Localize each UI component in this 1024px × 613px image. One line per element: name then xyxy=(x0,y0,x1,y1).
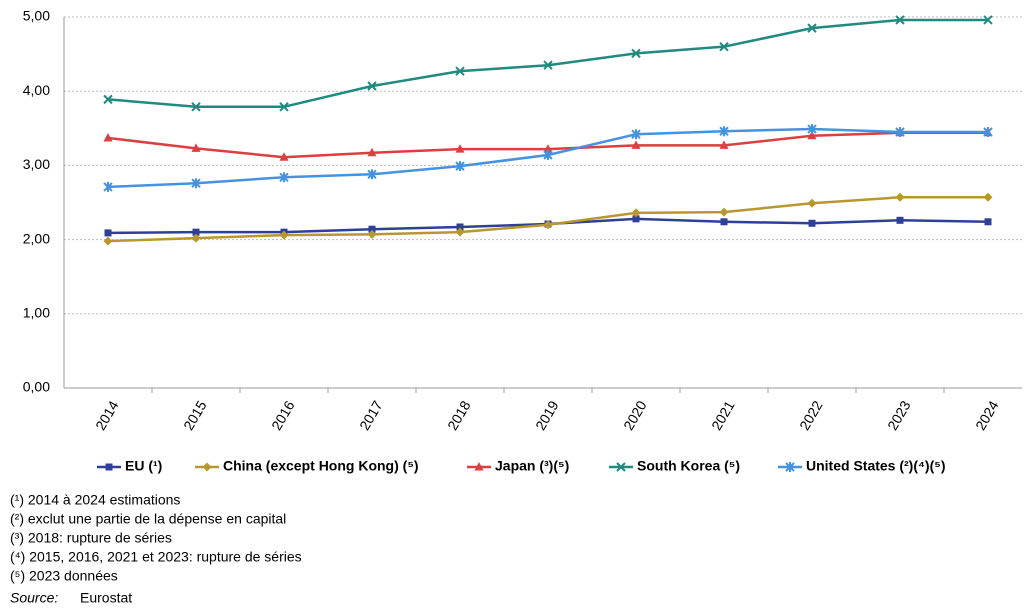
marker xyxy=(895,192,905,202)
marker xyxy=(543,144,553,153)
legend-label: China (except Hong Kong) (⁵) xyxy=(223,458,419,474)
footnote: (¹) 2014 à 2024 estimations xyxy=(10,492,180,508)
marker xyxy=(191,178,201,189)
marker xyxy=(103,132,113,142)
marker xyxy=(279,230,289,240)
marker xyxy=(808,219,816,227)
marker xyxy=(895,127,905,138)
source: Eurostat xyxy=(80,590,132,606)
marker xyxy=(720,218,728,226)
marker xyxy=(455,66,465,76)
series xyxy=(103,15,993,112)
y-tick-label: 4,00 xyxy=(23,82,50,98)
marker xyxy=(807,124,817,135)
marker xyxy=(455,161,465,172)
y-tick-label: 2,00 xyxy=(23,230,50,246)
marker xyxy=(455,227,465,237)
x-tick-label: 2023 xyxy=(884,398,914,433)
marker xyxy=(191,143,201,152)
x-tick-label: 2014 xyxy=(92,398,122,433)
series-line xyxy=(107,196,988,243)
marker xyxy=(807,198,817,208)
marker xyxy=(896,216,904,224)
marker xyxy=(983,127,993,138)
marker xyxy=(631,48,641,59)
marker xyxy=(785,462,795,472)
y-tick-label: 3,00 xyxy=(23,156,50,172)
marker xyxy=(368,225,376,233)
series xyxy=(103,124,993,192)
marker xyxy=(983,15,993,25)
x-tick-label: 2021 xyxy=(708,398,738,433)
marker xyxy=(367,169,377,180)
marker xyxy=(456,223,464,231)
marker xyxy=(719,207,729,217)
marker xyxy=(367,147,377,157)
x-tick-label: 2018 xyxy=(444,398,474,433)
legend-label: Japan (³)(⁵) xyxy=(495,458,569,474)
legend-label: United States (²)(⁴)(⁵) xyxy=(806,458,946,474)
series xyxy=(103,192,993,246)
marker xyxy=(192,228,200,236)
marker xyxy=(984,218,992,226)
x-tick-label: 2024 xyxy=(972,398,1002,433)
x-tick-label: 2017 xyxy=(356,398,386,433)
marker xyxy=(191,102,201,112)
marker xyxy=(631,208,641,218)
marker xyxy=(631,140,641,149)
marker xyxy=(105,463,113,471)
marker xyxy=(104,229,112,237)
marker xyxy=(807,130,817,140)
footnote: (²) exclut une partie de la dépense en c… xyxy=(10,511,286,527)
marker xyxy=(983,192,993,202)
marker xyxy=(719,140,729,149)
marker xyxy=(103,181,113,192)
x-tick-label: 2022 xyxy=(796,398,826,433)
marker xyxy=(474,462,484,471)
marker xyxy=(279,102,289,112)
marker xyxy=(895,15,905,25)
marker xyxy=(543,60,553,70)
legend-label: South Korea (⁵) xyxy=(637,458,740,474)
y-tick-label: 0,00 xyxy=(23,379,50,395)
marker xyxy=(632,215,640,223)
legend-label: EU (¹) xyxy=(125,458,162,474)
x-tick-label: 2020 xyxy=(620,398,650,433)
marker xyxy=(202,462,212,472)
marker xyxy=(103,94,113,105)
footnote: (⁴) 2015, 2016, 2021 et 2023: rupture de… xyxy=(10,549,302,565)
x-tick-label: 2016 xyxy=(268,398,298,433)
series-line xyxy=(107,18,988,109)
y-tick-label: 5,00 xyxy=(23,8,50,24)
footnote: (⁵) 2023 données xyxy=(10,568,118,584)
marker xyxy=(616,462,626,472)
marker xyxy=(543,150,553,161)
marker xyxy=(719,126,729,137)
marker xyxy=(455,144,465,153)
x-tick-label: 2015 xyxy=(180,398,210,433)
marker xyxy=(631,129,641,140)
footnote: (³) 2018: rupture de séries xyxy=(10,530,172,546)
y-tick-label: 1,00 xyxy=(23,305,50,321)
marker xyxy=(103,236,113,246)
marker xyxy=(719,41,729,52)
marker xyxy=(191,233,201,243)
marker xyxy=(279,152,289,161)
source-label: Source: xyxy=(10,590,58,606)
marker xyxy=(367,229,377,239)
marker xyxy=(367,81,377,91)
marker xyxy=(279,172,289,183)
marker xyxy=(807,23,817,33)
x-tick-label: 2019 xyxy=(532,398,562,433)
marker xyxy=(543,220,553,230)
